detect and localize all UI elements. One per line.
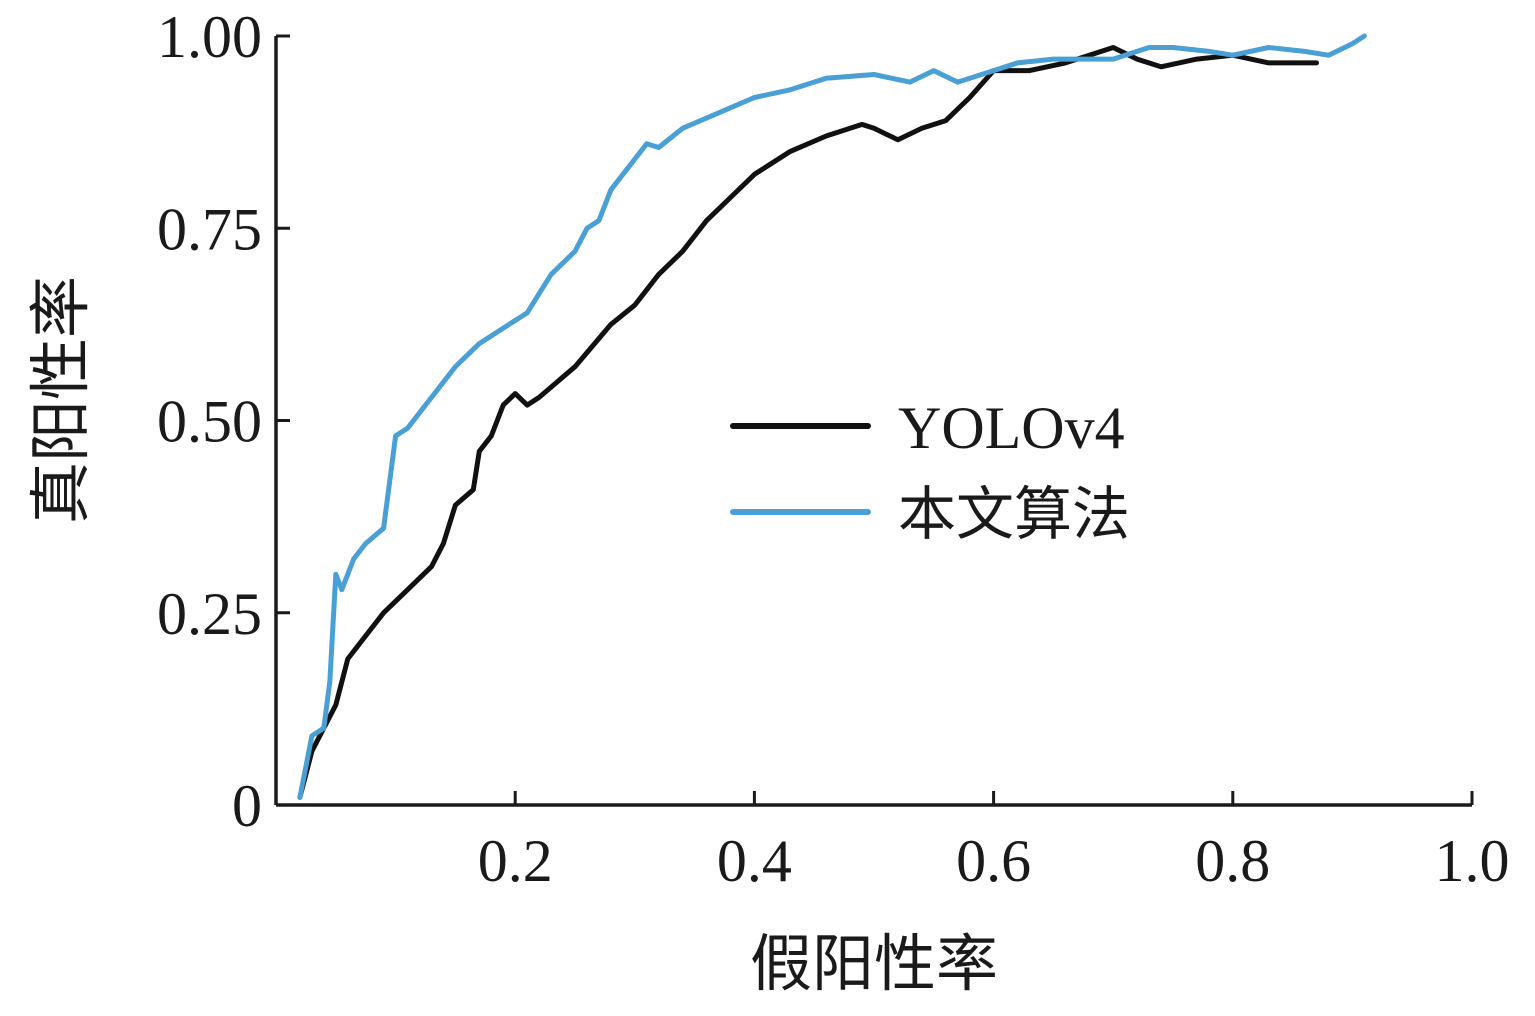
series-layer	[297, 33, 1367, 800]
y-tick-label-2: 0.50	[157, 389, 262, 455]
y-tick-label-0: 0	[232, 773, 262, 839]
x-axis-title: 假阳性率	[750, 927, 998, 1000]
series-line-yolov4	[297, 45, 1319, 800]
x-tick-label-1: 0.4	[717, 828, 792, 894]
y-tick-label-1: 0.25	[157, 581, 262, 647]
series-line-ours	[297, 33, 1367, 800]
y-tick-label-4: 1.00	[157, 4, 262, 70]
x-tick-label-0: 0.2	[478, 828, 553, 894]
axes	[274, 36, 1472, 807]
y-axis-title: 真阳性率	[24, 276, 97, 524]
x-tick-label-4: 1.0	[1435, 828, 1510, 894]
x-tick-label-2: 0.6	[956, 828, 1031, 894]
ticks: 0.2 0.4 0.6 0.8 1.000.250.500.751.00	[157, 4, 1510, 894]
legend-label-ours: 本文算法	[898, 480, 1130, 548]
legend: YOLOv4 本文算法	[730, 395, 1130, 548]
x-tick-label-3: 0.8	[1195, 828, 1270, 894]
legend-label-yolov4: YOLOv4	[898, 395, 1125, 461]
y-tick-label-3: 0.75	[157, 196, 262, 262]
